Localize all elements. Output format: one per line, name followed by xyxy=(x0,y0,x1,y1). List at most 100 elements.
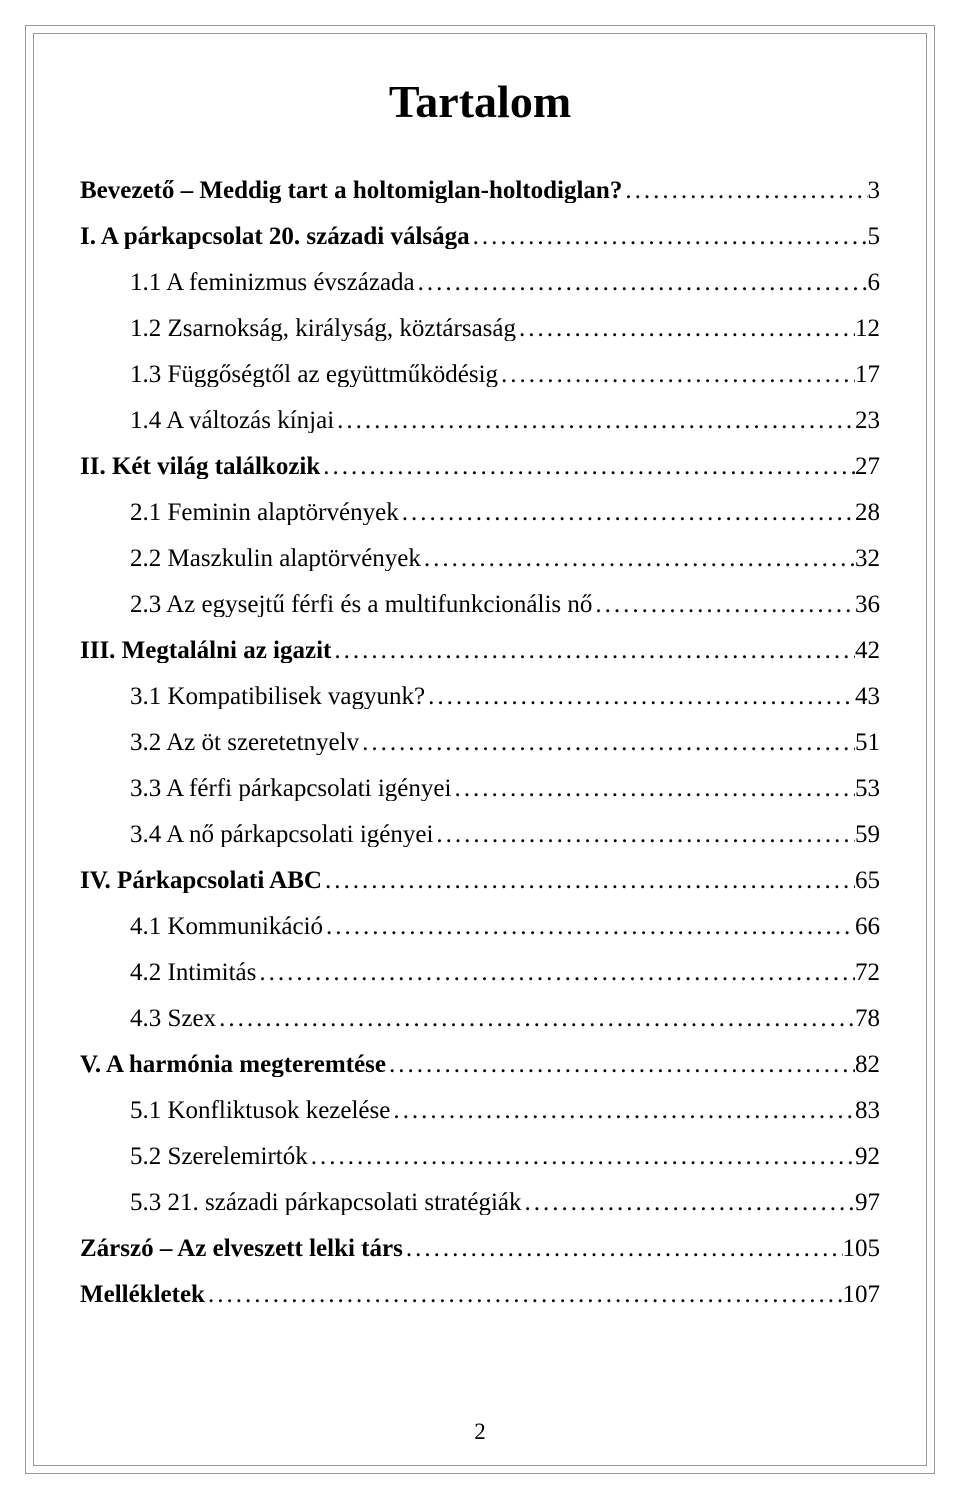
toc-entry-label: Bevezető – Meddig tart a holtomiglan-hol… xyxy=(80,178,622,203)
toc-entry-page: 6 xyxy=(868,270,881,295)
toc-entry-page: 23 xyxy=(855,408,880,433)
toc-entry-label: II. Két világ találkozik xyxy=(80,454,320,479)
toc-leader-dots xyxy=(451,776,855,801)
toc-entry-label: I. A párkapcsolat 20. századi válsága xyxy=(80,224,470,249)
toc-leader-dots xyxy=(470,224,868,249)
toc-entry: 2.2 Maszkulin alaptörvények 32 xyxy=(130,546,880,571)
toc-entry-label: Zárszó – Az elveszett lelki társ xyxy=(80,1236,403,1261)
toc-entry-page: 12 xyxy=(855,316,880,341)
toc-leader-dots xyxy=(522,1190,855,1215)
toc-entry: 1.4 A változás kínjai 23 xyxy=(130,408,880,433)
toc-entry-label: 5.2 Szerelemirtók xyxy=(130,1144,308,1169)
toc-entry: 1.1 A feminizmus évszázada 6 xyxy=(130,270,880,295)
page-content: Tartalom Bevezető – Meddig tart a holtom… xyxy=(80,75,880,1435)
page-number: 2 xyxy=(80,1419,880,1445)
toc-entry: Mellékletek 107 xyxy=(80,1282,880,1307)
toc-entry-label: V. A harmónia megteremtése xyxy=(80,1052,386,1077)
toc-leader-dots xyxy=(331,638,855,663)
toc-leader-dots xyxy=(359,730,855,755)
toc-entry: I. A párkapcsolat 20. századi válsága 5 xyxy=(80,224,880,249)
toc-entry-page: 97 xyxy=(855,1190,880,1215)
toc-entry: 4.2 Intimitás 72 xyxy=(130,960,880,985)
toc-entry: V. A harmónia megteremtése 82 xyxy=(80,1052,880,1077)
toc-entry-label: 5.3 21. századi párkapcsolati stratégiák xyxy=(130,1190,522,1215)
toc-leader-dots xyxy=(592,592,855,617)
toc-entry: III. Megtalálni az igazit 42 xyxy=(80,638,880,663)
toc-leader-dots xyxy=(308,1144,855,1169)
toc-entry-label: 4.2 Intimitás xyxy=(130,960,256,985)
toc-leader-dots xyxy=(320,454,855,479)
toc-entry-page: 43 xyxy=(855,684,880,709)
toc-entry-label: IV. Párkapcsolati ABC xyxy=(80,868,322,893)
toc-leader-dots xyxy=(498,362,855,387)
toc-leader-dots xyxy=(205,1282,843,1307)
toc-entry-page: 42 xyxy=(855,638,880,663)
toc-entry: 4.1 Kommunikáció66 xyxy=(130,914,880,939)
toc-entry-page: 3 xyxy=(868,178,881,203)
toc-entry-page: 53 xyxy=(855,776,880,801)
toc-entry-page: 82 xyxy=(855,1052,880,1077)
toc-leader-dots xyxy=(622,178,867,203)
toc-title: Tartalom xyxy=(80,75,880,128)
toc-leader-dots xyxy=(323,914,855,939)
toc-entry-label: 3.4 A nő párkapcsolati igényei xyxy=(130,822,433,847)
toc-entry: 1.3 Függőségtől az együttműködésig 17 xyxy=(130,362,880,387)
toc-entry-page: 51 xyxy=(855,730,880,755)
toc-entry-page: 65 xyxy=(855,868,880,893)
toc-entry-page: 105 xyxy=(843,1236,881,1261)
toc-entry-label: 3.1 Kompatibilisek vagyunk? xyxy=(130,684,425,709)
toc-entry-label: 1.4 A változás kínjai xyxy=(130,408,334,433)
toc-entry-page: 83 xyxy=(855,1098,880,1123)
toc-entry-page: 92 xyxy=(855,1144,880,1169)
toc-entry-label: 3.2 Az öt szeretetnyelv xyxy=(130,730,359,755)
toc-leader-dots xyxy=(516,316,855,341)
toc-leader-dots xyxy=(403,1236,843,1261)
toc-leader-dots xyxy=(433,822,855,847)
toc-entry: 5.1 Konfliktusok kezelése 83 xyxy=(130,1098,880,1123)
toc-entry-page: 5 xyxy=(868,224,881,249)
toc-entry-label: III. Megtalálni az igazit xyxy=(80,638,331,663)
toc-leader-dots xyxy=(421,546,855,571)
toc-list: Bevezető – Meddig tart a holtomiglan-hol… xyxy=(80,178,880,1307)
toc-entry-label: 1.3 Függőségtől az együttműködésig xyxy=(130,362,498,387)
toc-entry-page: 59 xyxy=(855,822,880,847)
toc-leader-dots xyxy=(334,408,855,433)
toc-leader-dots xyxy=(425,684,855,709)
toc-entry: 3.1 Kompatibilisek vagyunk? 43 xyxy=(130,684,880,709)
toc-entry-label: 4.3 Szex xyxy=(130,1006,216,1031)
toc-leader-dots xyxy=(390,1098,855,1123)
toc-entry-page: 17 xyxy=(855,362,880,387)
toc-entry-label: 1.2 Zsarnokság, királyság, köztársaság xyxy=(130,316,516,341)
toc-entry-label: 5.1 Konfliktusok kezelése xyxy=(130,1098,390,1123)
toc-entry: 2.1 Feminin alaptörvények 28 xyxy=(130,500,880,525)
toc-entry-label: 3.3 A férfi párkapcsolati igényei xyxy=(130,776,451,801)
toc-entry-label: 2.2 Maszkulin alaptörvények xyxy=(130,546,421,571)
toc-entry-page: 27 xyxy=(855,454,880,479)
toc-entry: 3.4 A nő párkapcsolati igényei 59 xyxy=(130,822,880,847)
toc-entry: 3.2 Az öt szeretetnyelv 51 xyxy=(130,730,880,755)
toc-entry-label: 1.1 A feminizmus évszázada xyxy=(130,270,415,295)
toc-entry-label: 2.3 Az egysejtű férfi és a multifunkcion… xyxy=(130,592,592,617)
toc-leader-dots xyxy=(415,270,868,295)
toc-entry: II. Két világ találkozik 27 xyxy=(80,454,880,479)
toc-entry: 4.3 Szex 78 xyxy=(130,1006,880,1031)
toc-entry-page: 36 xyxy=(855,592,880,617)
toc-entry-page: 32 xyxy=(855,546,880,571)
toc-leader-dots xyxy=(399,500,855,525)
toc-entry-label: 2.1 Feminin alaptörvények xyxy=(130,500,399,525)
toc-entry: 5.2 Szerelemirtók 92 xyxy=(130,1144,880,1169)
toc-entry-page: 72 xyxy=(855,960,880,985)
toc-entry: 3.3 A férfi párkapcsolati igényei 53 xyxy=(130,776,880,801)
toc-entry: IV. Párkapcsolati ABC 65 xyxy=(80,868,880,893)
toc-leader-dots xyxy=(322,868,855,893)
toc-entry: 2.3 Az egysejtű férfi és a multifunkcion… xyxy=(130,592,880,617)
toc-entry-label: 4.1 Kommunikáció xyxy=(130,914,323,939)
toc-entry: Bevezető – Meddig tart a holtomiglan-hol… xyxy=(80,178,880,203)
toc-entry-label: Mellékletek xyxy=(80,1282,205,1307)
toc-entry-page: 107 xyxy=(843,1282,881,1307)
toc-leader-dots xyxy=(256,960,855,985)
toc-entry: 5.3 21. századi párkapcsolati stratégiák… xyxy=(130,1190,880,1215)
toc-entry: Zárszó – Az elveszett lelki társ 105 xyxy=(80,1236,880,1261)
toc-entry-page: 28 xyxy=(855,500,880,525)
toc-entry-page: 78 xyxy=(855,1006,880,1031)
